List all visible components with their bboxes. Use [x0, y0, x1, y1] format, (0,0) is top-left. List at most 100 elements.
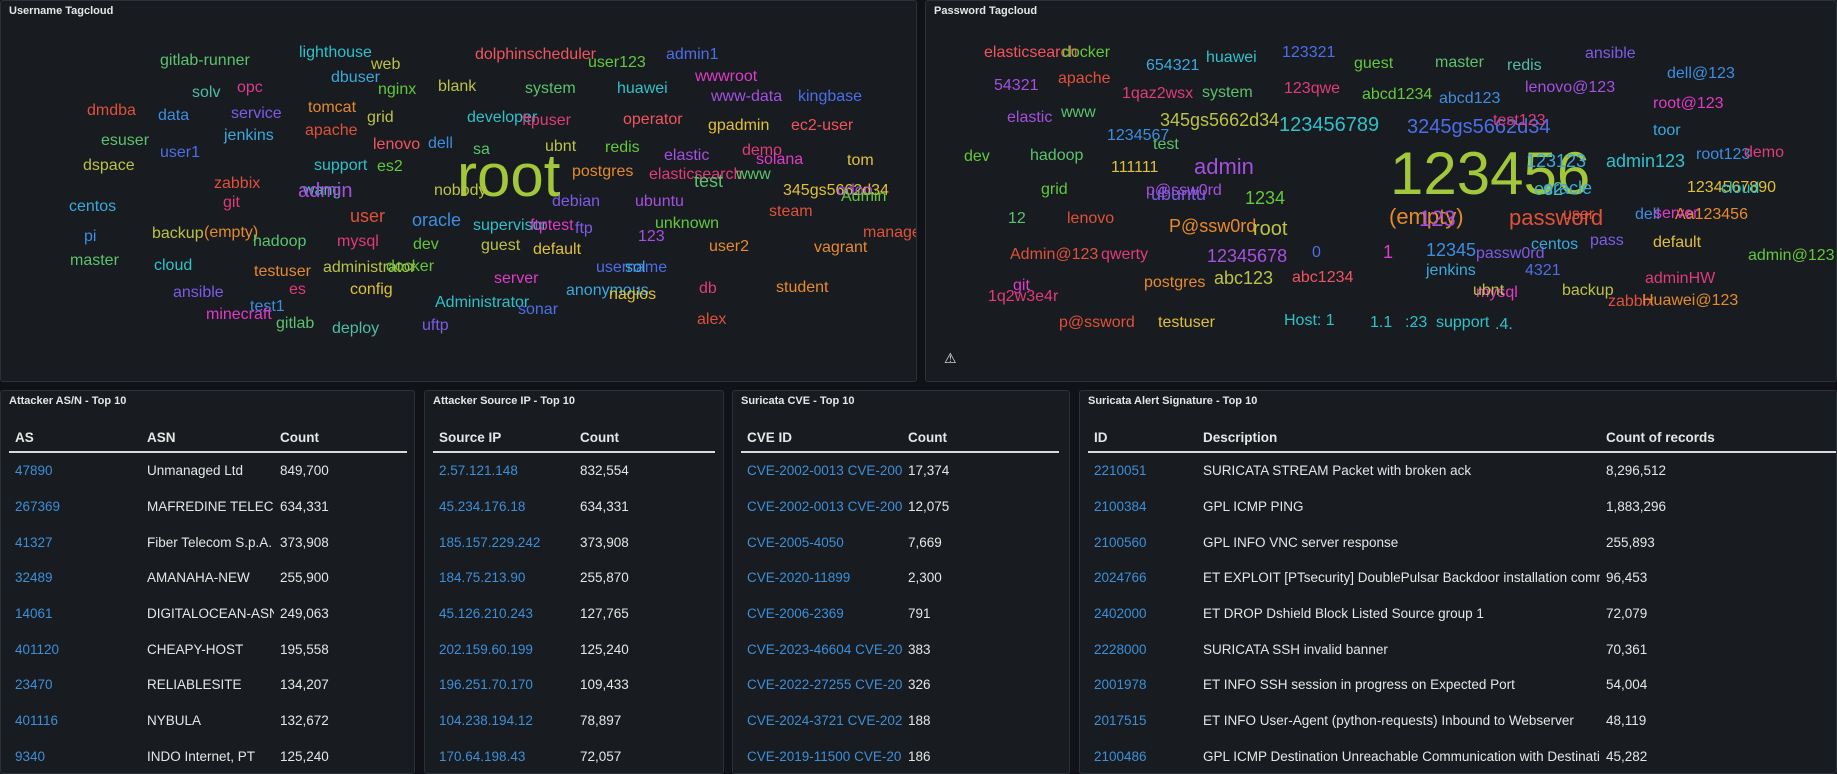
username-tag[interactable]: lenovo	[373, 136, 421, 153]
password-tag[interactable]: 123123	[1526, 151, 1587, 171]
password-tag[interactable]: abcd123	[1439, 90, 1501, 107]
table-cell-link[interactable]: CVE-2020-11899	[747, 570, 851, 586]
table-cell-link[interactable]: 196.251.70.170	[439, 677, 533, 693]
username-tag[interactable]: tomcat	[308, 99, 357, 116]
password-tag[interactable]: ansible	[1585, 45, 1636, 62]
password-tag[interactable]: redis	[1507, 57, 1542, 74]
username-tag[interactable]: git	[223, 194, 240, 211]
username-tag[interactable]: test	[694, 171, 724, 191]
table-cell-link[interactable]: CVE-2024-3721 CVE-2024-3721	[747, 713, 902, 729]
table-cell-link[interactable]: CVE-2019-11500 CVE-2019-11500	[747, 748, 902, 764]
username-tag[interactable]: system	[525, 80, 576, 97]
table-cell-link[interactable]: 2001978	[1094, 677, 1147, 693]
username-tag[interactable]: 345gs5662d34	[783, 182, 889, 199]
username-tag[interactable]: uftp	[422, 317, 449, 334]
table-cell-link[interactable]: 41327	[15, 534, 53, 550]
username-tag[interactable]: nagios	[609, 286, 657, 303]
username-tag[interactable]: anonymous	[566, 282, 649, 299]
username-tag[interactable]: www	[736, 166, 771, 183]
column-header-count[interactable]: Count	[574, 423, 715, 453]
username-tag[interactable]: centos	[69, 198, 117, 215]
username-tag[interactable]: ubuntu	[635, 193, 684, 210]
username-tag[interactable]: ftp	[575, 220, 593, 237]
username-tag[interactable]: deploy	[332, 320, 380, 337]
username-tag[interactable]: elastic	[664, 147, 710, 164]
username-tag[interactable]: tom	[847, 152, 874, 169]
table-cell-link[interactable]: 2100486	[1094, 748, 1147, 764]
username-tag[interactable]: jenkins	[224, 127, 274, 144]
password-tag[interactable]: 123456	[1390, 140, 1591, 207]
table-cell-link[interactable]: 2228000	[1094, 641, 1147, 657]
username-tag[interactable]: server	[494, 270, 539, 287]
table-cell-link[interactable]: 170.64.198.43	[439, 748, 526, 764]
table-cell-link[interactable]: 267369	[15, 499, 61, 515]
username-tag[interactable]: pi	[84, 228, 97, 245]
username-tag[interactable]: docker	[386, 258, 435, 275]
password-tag[interactable]: testuser	[1158, 314, 1215, 331]
table-cell-link[interactable]: 2100560	[1094, 534, 1147, 550]
username-tag[interactable]: manager	[863, 224, 916, 241]
username-tag[interactable]: kingbase	[798, 88, 863, 105]
username-tag[interactable]: es	[289, 281, 306, 298]
username-tag[interactable]: dspace	[83, 157, 135, 174]
password-tag[interactable]: support	[1436, 314, 1490, 331]
table-cell-link[interactable]: 202.159.60.199	[439, 641, 533, 657]
password-tag[interactable]: ubnt	[1473, 282, 1505, 299]
username-tag[interactable]: odoo	[837, 182, 873, 199]
password-tag[interactable]: 111111	[1111, 159, 1159, 176]
username-tag[interactable]: oracle	[412, 210, 462, 230]
password-tag[interactable]: lenovo	[1067, 210, 1115, 227]
username-tag[interactable]: dolphinscheduler	[475, 46, 596, 63]
username-tag[interactable]: supervisor	[473, 217, 547, 234]
column-header-count[interactable]: Count	[274, 423, 407, 453]
password-tag[interactable]: admin123	[1606, 151, 1686, 171]
column-header-count-of-records[interactable]: Count of records	[1600, 423, 1836, 453]
password-tag[interactable]: adminHW	[1645, 270, 1716, 287]
password-tag[interactable]: root	[1253, 218, 1288, 240]
password-tag[interactable]: server	[1654, 205, 1699, 222]
table-cell-link[interactable]: 47890	[15, 463, 53, 479]
password-tag[interactable]: backup	[1562, 282, 1614, 299]
password-tag[interactable]: pass	[1590, 232, 1624, 249]
column-header-cve-id[interactable]: CVE ID	[741, 423, 902, 453]
password-tag[interactable]: test123	[1493, 112, 1546, 129]
username-tag[interactable]: www-data	[711, 88, 783, 105]
username-tag[interactable]: huawei	[617, 80, 668, 97]
password-tag[interactable]: 123321	[1282, 44, 1336, 61]
username-tag[interactable]: alex	[697, 311, 727, 328]
password-tag[interactable]: postgres	[1144, 274, 1206, 291]
username-tag[interactable]: sa	[473, 141, 490, 158]
username-tag[interactable]: blank	[438, 78, 477, 95]
username-tag[interactable]: dev	[413, 236, 439, 253]
table-cell-link[interactable]: 2402000	[1094, 606, 1147, 622]
username-tag[interactable]: testuser	[254, 263, 311, 280]
column-header-asn[interactable]: ASN	[141, 423, 274, 453]
username-tag[interactable]: redis	[605, 139, 640, 156]
password-tag[interactable]: root123	[1696, 146, 1751, 163]
password-tag[interactable]: .4.	[1495, 316, 1513, 333]
table-cell-link[interactable]: 2210051	[1094, 463, 1147, 479]
username-tag[interactable]: gitlab	[276, 315, 315, 332]
table-cell-link[interactable]: 401120	[15, 641, 60, 657]
password-tag[interactable]: admin@123	[1748, 247, 1835, 264]
username-tag[interactable]: admin1	[666, 46, 719, 63]
username-tag[interactable]: operator	[623, 111, 683, 128]
username-tag[interactable]: opc	[237, 79, 263, 96]
password-tag[interactable]: demo	[1744, 144, 1785, 161]
table-cell-link[interactable]: CVE-2023-46604 CVE-2023-46604	[747, 641, 902, 657]
password-tag[interactable]: hadoop	[1030, 147, 1084, 164]
password-tag[interactable]: 654321	[1146, 57, 1200, 74]
username-tag[interactable]: default	[533, 241, 582, 258]
username-tag[interactable]: sonar	[518, 301, 559, 318]
password-tag[interactable]: apache	[1058, 70, 1111, 87]
username-tag[interactable]: gitlab-runner	[160, 52, 250, 69]
username-tag[interactable]: dell	[428, 135, 453, 152]
password-tag[interactable]: toor	[1653, 122, 1681, 139]
password-tag[interactable]: system	[1202, 84, 1253, 101]
password-tag[interactable]: 12	[1008, 210, 1026, 227]
password-tag[interactable]: 4321	[1525, 262, 1561, 279]
username-tag[interactable]: user	[350, 206, 386, 226]
username-tag[interactable]: Administrator	[435, 294, 530, 311]
